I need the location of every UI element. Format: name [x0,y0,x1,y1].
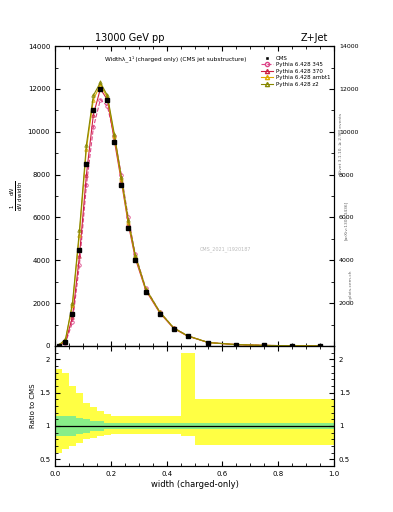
Text: Widthλ_1¹ (charged only) (CMS jet substructure): Widthλ_1¹ (charged only) (CMS jet substr… [105,55,247,62]
Text: mcplots.cern.ch: mcplots.cern.ch [349,269,353,304]
Y-axis label: $\frac{1}{\mathrm{d}N}\,\frac{\mathrm{d}N}{\mathrm{d}\,\mathrm{width}}$: $\frac{1}{\mathrm{d}N}\,\frac{\mathrm{d}… [9,181,25,211]
Y-axis label: Ratio to CMS: Ratio to CMS [30,383,36,428]
Text: CMS_2021_I1920187: CMS_2021_I1920187 [200,246,252,252]
Text: Z+Jet: Z+Jet [301,33,328,44]
Text: Rivet 3.1.10, ≥ 2.9M events: Rivet 3.1.10, ≥ 2.9M events [339,113,343,174]
Legend: CMS, Pythia 6.428 345, Pythia 6.428 370, Pythia 6.428 ambt1, Pythia 6.428 z2: CMS, Pythia 6.428 345, Pythia 6.428 370,… [259,55,331,88]
X-axis label: width (charged-only): width (charged-only) [151,480,239,488]
Text: [arXiv:1306.3436]: [arXiv:1306.3436] [344,201,348,240]
Text: 13000 GeV pp: 13000 GeV pp [95,33,164,44]
